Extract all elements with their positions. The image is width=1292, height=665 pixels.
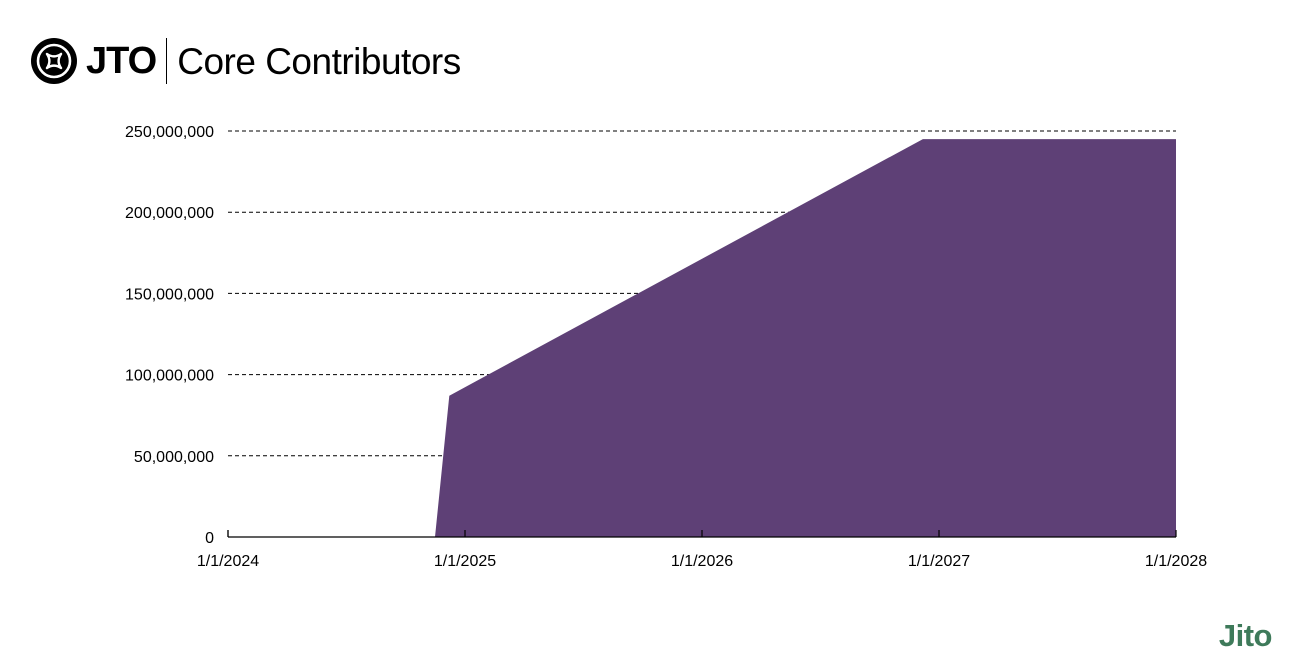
axes	[227, 530, 1177, 538]
y-tick-label: 100,000,000	[125, 368, 214, 385]
x-tick-label: 1/1/2026	[671, 553, 733, 570]
y-tick-labels: 0 50,000,000 100,000,000 150,000,000 200,000…	[125, 124, 214, 547]
jto-star-icon	[31, 38, 77, 84]
y-tick-label: 250,000,000	[125, 124, 214, 141]
brand-name: JTO	[86, 40, 157, 82]
x-tick-label: 1/1/2024	[197, 553, 259, 570]
x-tick-labels: 1/1/2024 1/1/2025 1/1/2026 1/1/2027 1/1/2028	[197, 553, 1207, 570]
y-tick-label: 150,000,000	[125, 286, 214, 303]
header-divider	[166, 38, 168, 84]
header: JTO Core Contributors	[30, 36, 461, 86]
jito-logo: Jito	[1218, 618, 1273, 653]
x-tick-label: 1/1/2025	[434, 553, 496, 570]
area-series-0	[228, 139, 1176, 537]
chart-title: Core Contributors	[177, 40, 461, 82]
grid-lines	[228, 130, 1176, 457]
x-tick-label: 1/1/2027	[908, 553, 970, 570]
x-tick-label: 1/1/2028	[1145, 553, 1207, 570]
area-series	[228, 139, 1176, 537]
y-tick-label: 50,000,000	[134, 449, 214, 466]
y-tick-label: 200,000,000	[125, 205, 214, 222]
y-tick-label: 0	[205, 530, 214, 547]
